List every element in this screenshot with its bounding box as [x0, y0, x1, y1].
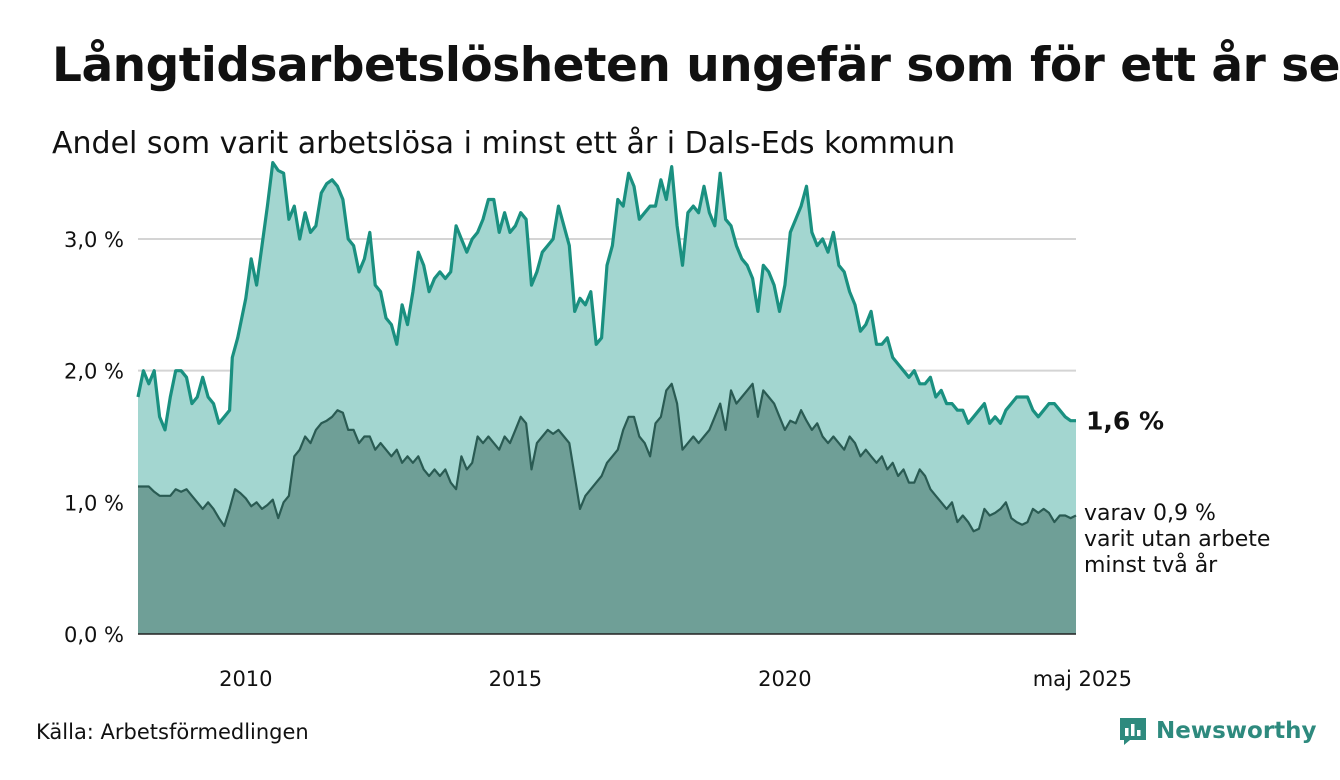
end-label-two-year-line: minst två år [1084, 552, 1218, 578]
y-tick-label: 1,0 % [64, 491, 124, 515]
y-tick-label: 3,0 % [64, 228, 124, 252]
source-note: Källa: Arbetsförmedlingen [36, 720, 309, 744]
brand-name: Newsworthy [1156, 718, 1317, 744]
line-two-year [138, 382, 1077, 533]
x-tick-label: 2015 [489, 667, 542, 691]
area-two-year [138, 383, 1076, 634]
chart-title: Långtidsarbetslösheten ungefär som för e… [52, 38, 1340, 93]
x-tick-label: maj 2025 [1033, 667, 1132, 691]
end-label-two-year-line: varit utan arbete [1084, 527, 1270, 552]
y-tick-label: 2,0 % [64, 360, 124, 384]
line-one-year [136, 161, 1076, 432]
bar-chart-logo-icon [1120, 718, 1146, 745]
axes: 0,0 % 1,0 % 2,0 % 3,0 % 2010 2015 2020 maj 2025 [64, 228, 1132, 691]
area-series [136, 161, 1077, 634]
newsworthy-logo[interactable]: Newsworthy [1118, 714, 1317, 748]
end-label-two-year-line: varav 0,9 % [1084, 501, 1216, 526]
end-label-one-year: 1,6 % [1086, 407, 1164, 436]
x-tick-label: 2010 [219, 667, 272, 691]
x-tick-label: 2020 [758, 667, 811, 691]
chart-subtitle: Andel som varit arbetslösa i minst ett å… [52, 126, 956, 161]
y-tick-label: 0,0 % [64, 623, 124, 647]
